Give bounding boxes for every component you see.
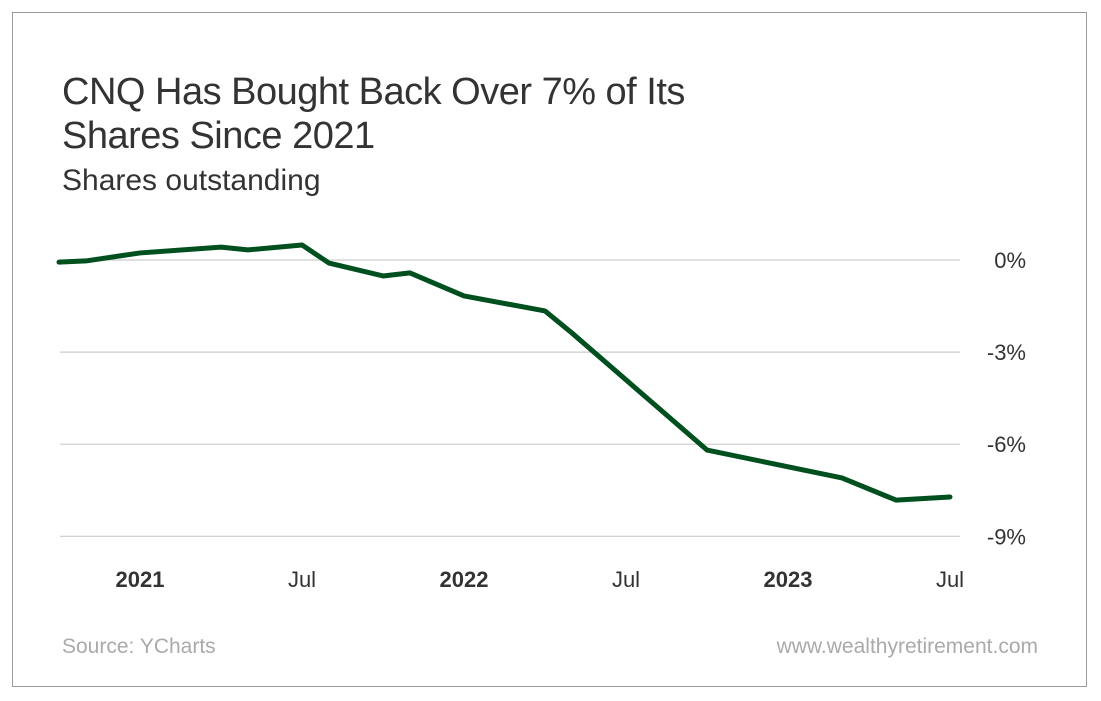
- title-line-2: Shares Since 2021: [62, 115, 375, 157]
- y-tick-label: -9%: [987, 524, 1026, 549]
- chart-subtitle: Shares outstanding: [62, 164, 321, 197]
- y-tick-label: 0%: [994, 248, 1026, 273]
- source-note: Source: YCharts: [62, 635, 216, 658]
- website-credit: www.wealthyretirement.com: [776, 635, 1038, 658]
- x-tick-label: Jul: [288, 567, 316, 592]
- y-tick-label: -3%: [987, 340, 1026, 365]
- chart-frame: [12, 12, 1087, 687]
- title-line-1: CNQ Has Bought Back Over 7% of Its: [62, 71, 685, 113]
- x-tick-label: 2022: [440, 567, 489, 592]
- chart-title: CNQ Has Bought Back Over 7% of Its Share…: [62, 70, 685, 158]
- x-tick-label: Jul: [612, 567, 640, 592]
- x-tick-label: Jul: [936, 567, 964, 592]
- x-tick-label: 2021: [116, 567, 165, 592]
- series-line: [56, 242, 953, 503]
- y-tick-label: -6%: [987, 432, 1026, 457]
- x-tick-label: 2023: [764, 567, 813, 592]
